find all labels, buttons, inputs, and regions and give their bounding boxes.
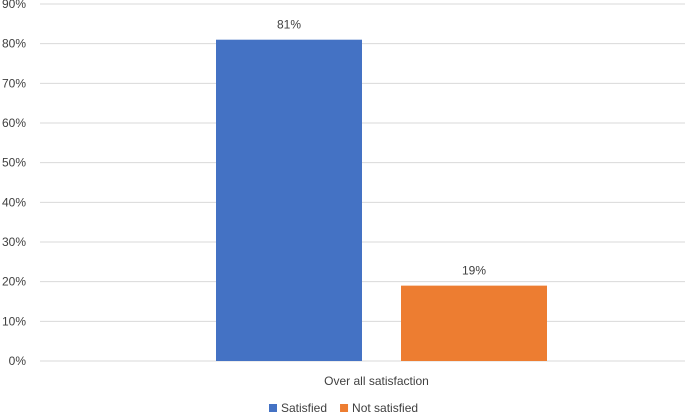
bar-not-satisfied: [401, 285, 547, 361]
y-axis-tick-labels: 0% 10% 20% 30% 40% 50% 60% 70% 80% 90%: [2, 0, 26, 368]
legend: Satisfied Not satisfied: [269, 401, 418, 414]
legend-label: Not satisfied: [352, 401, 418, 414]
bars: [216, 39, 547, 361]
legend-swatch: [340, 404, 349, 412]
y-tick-label: 50%: [2, 156, 26, 170]
y-tick-label: 90%: [2, 0, 26, 11]
category-label: Over all satisfaction: [324, 374, 429, 388]
data-label: 81%: [277, 18, 301, 32]
y-tick-label: 10%: [2, 314, 26, 328]
y-tick-label: 80%: [2, 37, 26, 51]
legend-label: Satisfied: [281, 401, 327, 414]
bar-satisfied: [216, 39, 362, 361]
y-tick-label: 20%: [2, 275, 26, 289]
legend-swatch: [269, 404, 277, 412]
y-tick-label: 60%: [2, 116, 26, 130]
y-tick-label: 30%: [2, 235, 26, 249]
data-label: 19%: [462, 264, 486, 278]
y-tick-label: 40%: [2, 195, 26, 209]
y-tick-label: 70%: [2, 76, 26, 90]
y-tick-label: 0%: [9, 354, 27, 368]
gridlines: [40, 3, 685, 362]
category-labels: Over all satisfaction: [324, 374, 429, 388]
data-labels: 81% 19%: [277, 18, 486, 278]
